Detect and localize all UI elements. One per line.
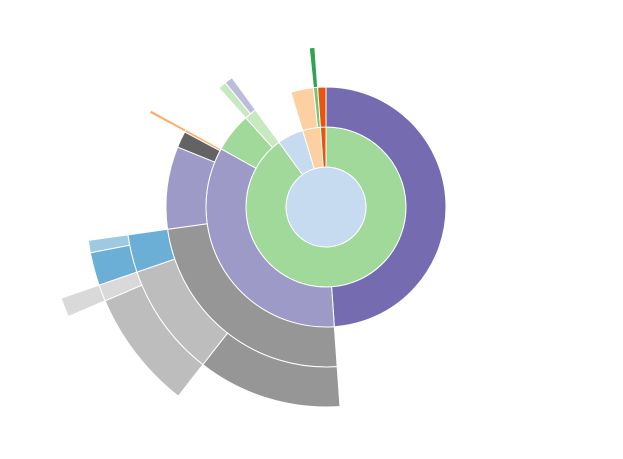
- sunburst-arc: [325, 86, 447, 328]
- sunburst-arc: [224, 76, 257, 115]
- sunburst-arc: [148, 109, 187, 133]
- sunburst-arc: [308, 46, 319, 89]
- sunburst-arc: [87, 234, 131, 254]
- sunburst-arc: [60, 284, 106, 318]
- sunburst-arc: [317, 86, 327, 128]
